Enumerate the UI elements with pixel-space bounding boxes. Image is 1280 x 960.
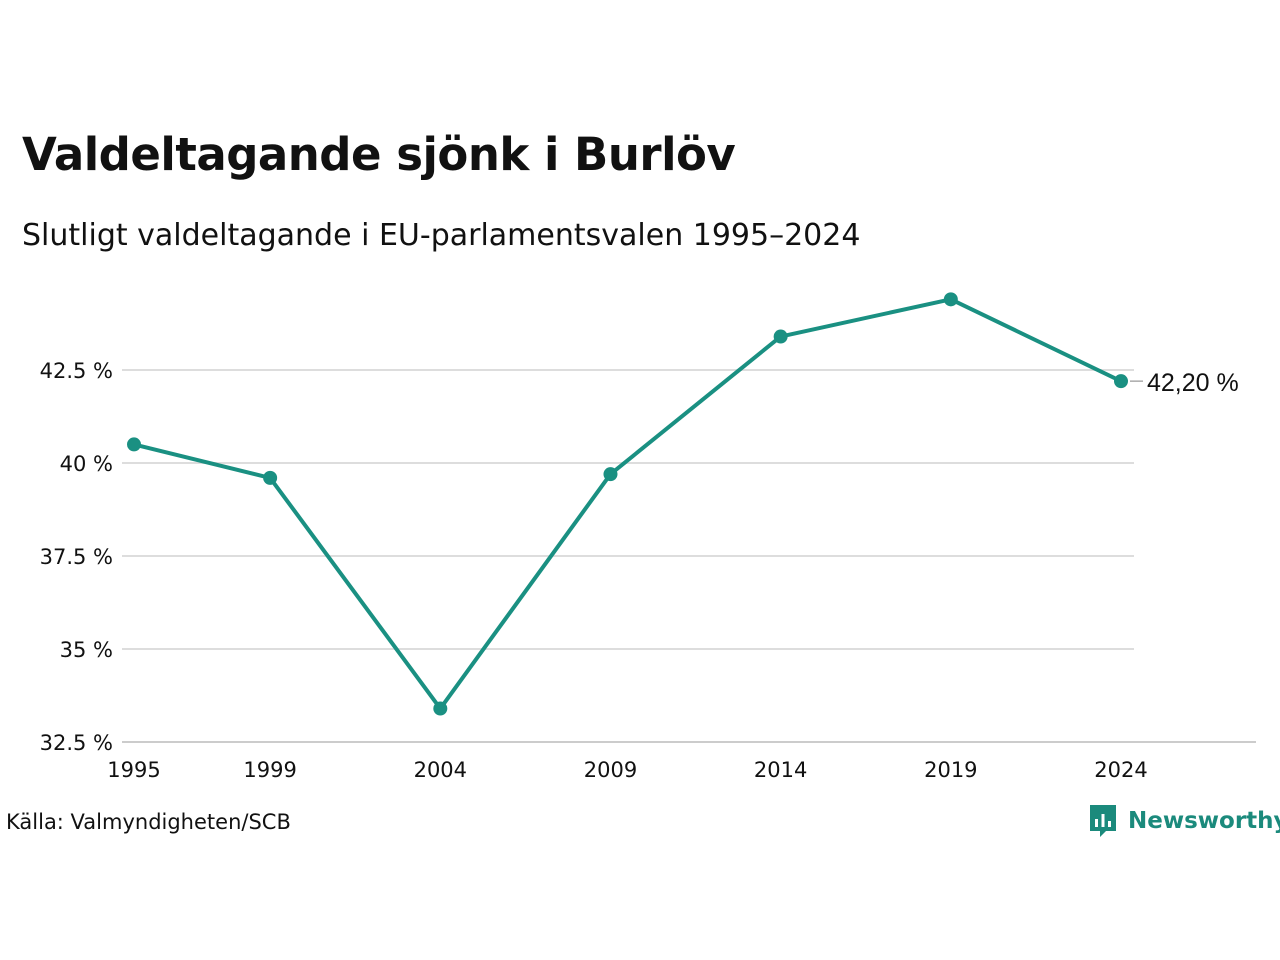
- data-point-1999[interactable]: [263, 470, 278, 485]
- x-tick-label: 2004: [414, 758, 467, 782]
- x-tick-label: 2024: [1094, 758, 1147, 782]
- y-tick-label: 42.5 %: [40, 359, 113, 383]
- x-tick-label: 2019: [924, 758, 977, 782]
- series-line-layer: [132, 297, 1123, 711]
- y-tick-label: 40 %: [60, 452, 113, 476]
- series-line: [132, 297, 1123, 711]
- newsworthy-logo-icon: [1090, 805, 1116, 837]
- x-tick-label: 1995: [107, 758, 160, 782]
- y-tick-label: 35 %: [60, 638, 113, 662]
- data-point-2004[interactable]: [433, 701, 448, 716]
- end-label-layer: 42,20 %: [1130, 369, 1239, 397]
- brand-logo[interactable]: Newsworthy: [1088, 803, 1280, 839]
- data-point-2009[interactable]: [603, 467, 618, 482]
- x-tick-label: 2009: [584, 758, 637, 782]
- y-tick-label: 32.5 %: [40, 731, 113, 755]
- data-point-2014[interactable]: [773, 329, 788, 344]
- y-axis-ticks: 32.5 % 35 % 37.5 % 40 % 42.5 %: [40, 359, 113, 755]
- data-point-1995[interactable]: [127, 437, 141, 452]
- gridlines: [122, 369, 1256, 743]
- data-points: [127, 292, 1128, 716]
- brand-name: Newsworthy: [1128, 808, 1280, 834]
- x-tick-label: 1999: [243, 758, 296, 782]
- source-note: Källa: Valmyndigheten/SCB: [6, 810, 291, 834]
- end-value-label: 42,20 %: [1147, 369, 1239, 397]
- data-point-2024[interactable]: [1114, 374, 1128, 389]
- y-tick-label: 37.5 %: [40, 545, 113, 569]
- chart-subtitle: Slutligt valdeltagande i EU-parlamentsva…: [22, 218, 861, 253]
- data-point-2019[interactable]: [943, 292, 958, 307]
- chart-title: Valdeltagande sjönk i Burlöv: [22, 128, 736, 181]
- x-axis-ticks: 1995 1999 2004 2009 2014 2019 2024: [107, 758, 1147, 782]
- x-tick-label: 2014: [754, 758, 807, 782]
